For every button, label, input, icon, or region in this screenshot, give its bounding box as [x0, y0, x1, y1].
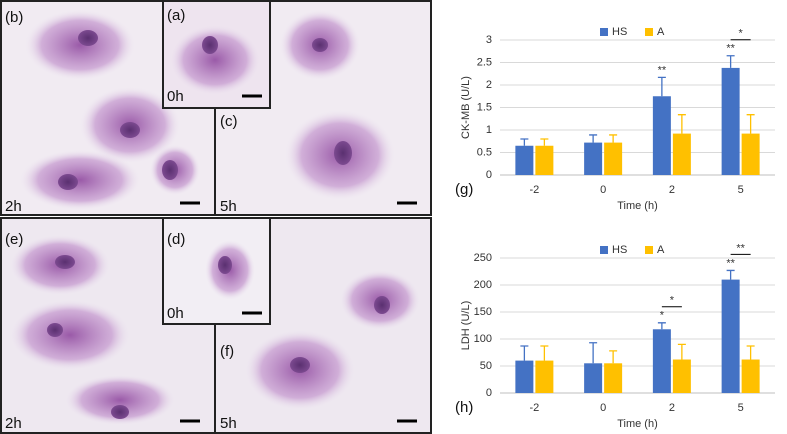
bar	[652, 96, 671, 175]
y-tick-label: 150	[474, 306, 492, 318]
y-tick-label: 1.5	[477, 101, 492, 113]
micrographs	[0, 0, 432, 434]
legend-label: A	[657, 26, 665, 38]
time-label: 2h	[5, 198, 22, 215]
y-tick-label: 50	[480, 360, 492, 372]
error-bar	[609, 350, 618, 364]
error-bar	[520, 345, 529, 361]
annotation: *	[660, 310, 665, 322]
bar	[672, 133, 691, 175]
x-tick-label: 5	[738, 184, 744, 196]
x-tick-label: -2	[529, 402, 539, 414]
time-label: 5h	[220, 415, 237, 432]
bar	[535, 145, 554, 175]
annotation: **	[726, 257, 735, 269]
panel-label: (a)	[167, 7, 185, 24]
y-tick-label: 1	[486, 124, 492, 136]
annotation: **	[736, 242, 745, 254]
annotation: *	[738, 28, 743, 40]
y-tick-label: 100	[474, 333, 492, 345]
panel-label: (b)	[5, 9, 23, 26]
legend-label: HS	[612, 26, 627, 38]
panel-label: (d)	[167, 231, 185, 248]
panel-label: (f)	[220, 343, 234, 360]
cells	[10, 10, 420, 425]
bar	[535, 360, 554, 393]
bar	[515, 360, 534, 393]
y-tick-label: 250	[474, 252, 492, 264]
scale-bars	[180, 94, 417, 423]
time-label: 0h	[167, 88, 184, 105]
annotation: **	[658, 64, 667, 76]
y-axis-title: LDH (U/L)	[460, 301, 472, 351]
panel-label: (h)	[455, 399, 473, 416]
bar	[741, 359, 760, 393]
legend-label: HS	[612, 244, 627, 256]
panel-label: (g)	[455, 181, 473, 198]
legend-swatch	[600, 246, 608, 254]
time-label: 2h	[5, 415, 22, 432]
panel-label: (c)	[220, 113, 238, 130]
x-tick-label: 2	[669, 402, 675, 414]
x-tick-label: 0	[600, 184, 606, 196]
legend-swatch	[645, 28, 653, 36]
error-bar	[726, 269, 735, 280]
bar	[584, 363, 603, 393]
bar	[652, 329, 671, 393]
x-tick-label: 0	[600, 402, 606, 414]
bar	[741, 133, 760, 175]
error-bar	[657, 322, 666, 330]
x-tick-label: 2	[669, 184, 675, 196]
bar	[584, 142, 603, 175]
x-tick-label: -2	[529, 184, 539, 196]
error-bar	[746, 114, 755, 134]
x-axis-title: Time (h)	[617, 418, 658, 430]
annotation: **	[726, 43, 735, 55]
error-bar	[726, 55, 735, 68]
panel-label: (e)	[5, 231, 23, 248]
legend-label: A	[657, 244, 665, 256]
y-tick-label: 0	[486, 169, 492, 181]
error-bar	[677, 343, 686, 360]
error-bar	[657, 76, 666, 97]
error-bar	[677, 114, 686, 134]
y-tick-label: 0	[486, 387, 492, 399]
y-axis-title: CK-MB (U/L)	[460, 76, 472, 139]
bar	[515, 145, 534, 175]
x-tick-label: 5	[738, 402, 744, 414]
bar	[721, 67, 740, 175]
y-tick-label: 2.5	[477, 56, 492, 68]
error-bar	[589, 134, 598, 143]
annotation: *	[670, 295, 675, 307]
error-bar	[609, 134, 618, 143]
y-tick-label: 200	[474, 279, 492, 291]
bar	[721, 279, 740, 393]
legend-swatch	[600, 28, 608, 36]
error-bar	[540, 138, 549, 146]
x-axis-title: Time (h)	[617, 200, 658, 212]
y-tick-label: 3	[486, 34, 492, 46]
time-label: 0h	[167, 305, 184, 322]
legend-swatch	[645, 246, 653, 254]
y-tick-label: 0.5	[477, 146, 492, 158]
error-bar	[746, 345, 755, 360]
bar	[672, 359, 691, 393]
bar	[604, 363, 623, 393]
error-bar	[520, 138, 529, 146]
time-label: 5h	[220, 198, 237, 215]
error-bar	[589, 342, 598, 364]
error-bar	[540, 345, 549, 361]
y-tick-label: 2	[486, 79, 492, 91]
bar	[604, 142, 623, 175]
